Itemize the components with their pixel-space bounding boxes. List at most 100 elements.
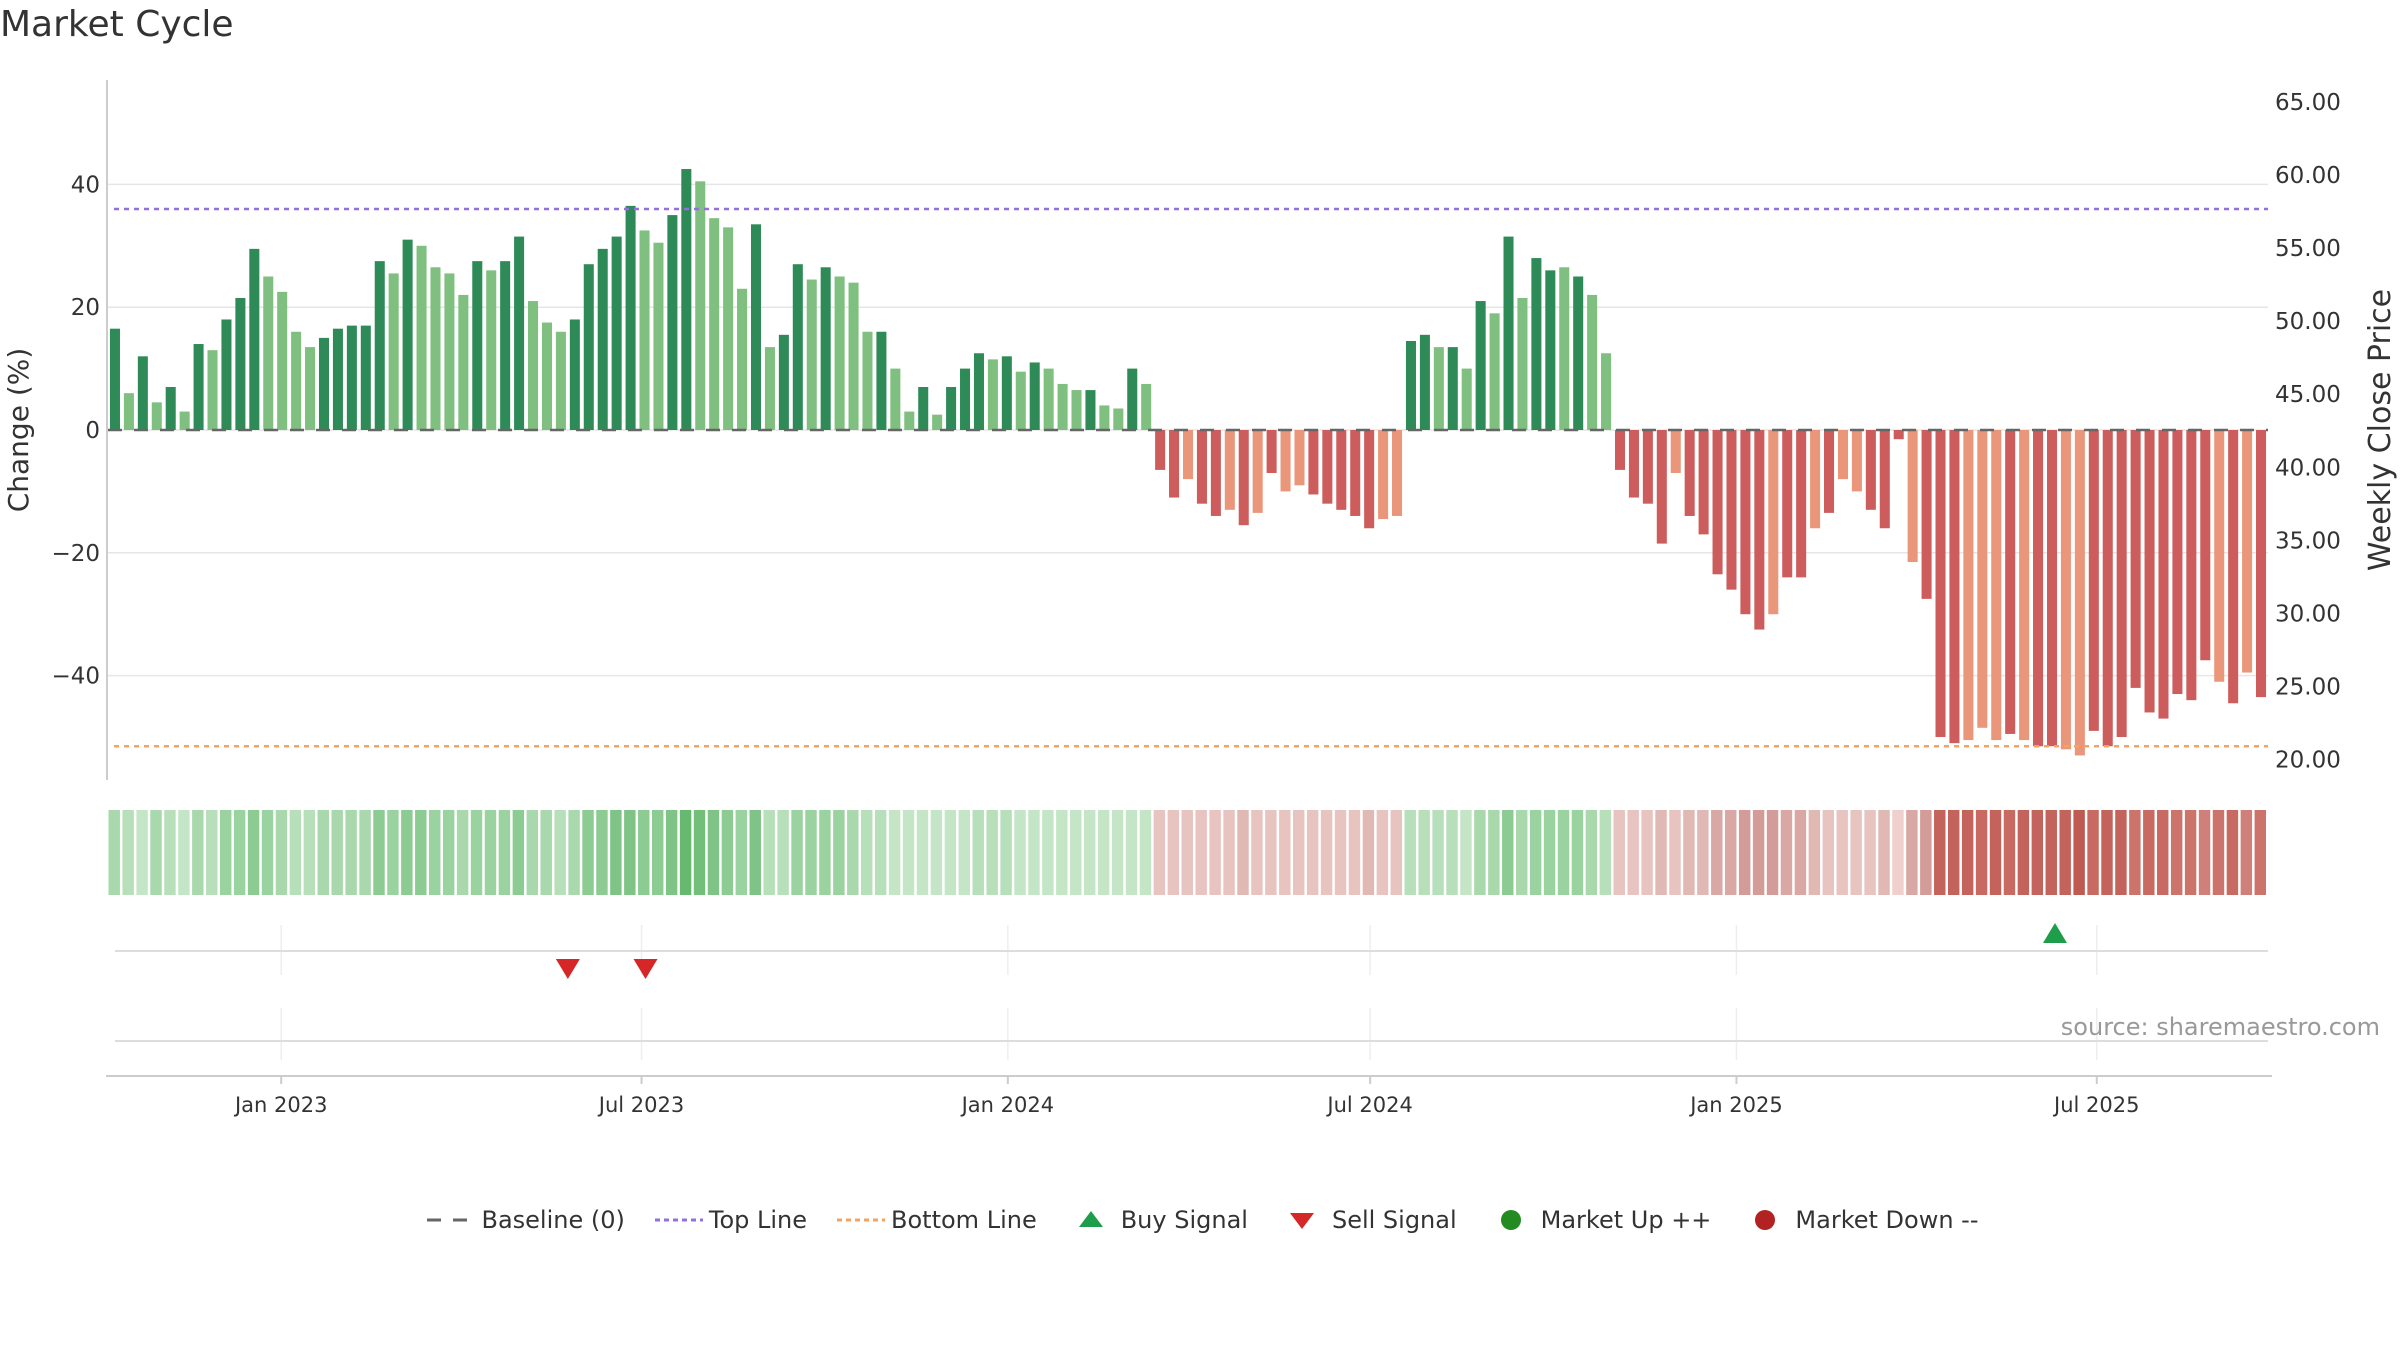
bar: [1907, 430, 1918, 563]
legend-symbol-icon: [1289, 1213, 1314, 1229]
x-tick-label: Jul 2024: [1325, 1093, 1412, 1117]
legend-item[interactable]: Top Line: [649, 1205, 807, 1235]
chart-title: Market Cycle: [0, 4, 234, 45]
heat-cell: [2184, 810, 2197, 895]
bar: [1071, 390, 1082, 430]
heat-cell: [1209, 810, 1221, 895]
bar: [1489, 313, 1500, 430]
bar: [514, 236, 525, 430]
legend-symbol-icon: [427, 1218, 476, 1222]
bar: [681, 169, 692, 430]
x-tick-label: Jan 2024: [960, 1093, 1055, 1117]
heat-cell: [1864, 810, 1876, 895]
bar: [277, 291, 288, 430]
legend-item[interactable]: Baseline (0): [421, 1205, 625, 1235]
bar: [2158, 430, 2169, 719]
bar: [249, 248, 260, 430]
bar: [932, 414, 943, 430]
legend-item[interactable]: Sell Signal: [1272, 1205, 1457, 1235]
heat-cell: [1738, 810, 1751, 895]
bar: [750, 224, 762, 430]
heat-cell: [735, 810, 748, 895]
bar: [820, 267, 831, 430]
bar: [291, 331, 302, 430]
bar: [2060, 430, 2071, 750]
bar: [402, 239, 413, 430]
bar: [848, 282, 859, 430]
heat-cell: [749, 810, 761, 895]
bar: [235, 297, 246, 430]
heat-cell: [1320, 810, 1333, 895]
heat-cell: [456, 810, 469, 895]
heat-cell: [2212, 810, 2225, 895]
sell-signal-marker: [555, 959, 580, 979]
heat-cell: [442, 810, 455, 895]
bar: [973, 353, 984, 430]
legend-item[interactable]: Market Down --: [1735, 1205, 1979, 1235]
heat-cell: [1111, 810, 1124, 895]
heat-cell: [819, 810, 831, 895]
bar: [1085, 390, 1096, 430]
bar: [1977, 430, 1988, 728]
x-tick-label: Jan 2023: [233, 1093, 328, 1117]
heat-cell: [1850, 810, 1862, 895]
heat-cell: [1725, 810, 1737, 895]
heat-cell: [1878, 810, 1890, 895]
heat-cell: [1780, 810, 1793, 895]
heat-cell: [874, 810, 887, 895]
heat-cell: [1265, 810, 1277, 895]
heat-cell: [1599, 810, 1612, 895]
heat-cell: [150, 810, 162, 895]
bar: [458, 294, 469, 430]
heat-cell: [2017, 810, 2030, 895]
heat-cell: [1306, 810, 1319, 895]
heat-cell: [1766, 810, 1779, 895]
heat-cell: [1934, 810, 1946, 895]
heat-cell: [1808, 810, 1821, 895]
heat-cell: [2129, 810, 2141, 895]
heat-cell: [2143, 810, 2155, 895]
legend-symbol-icon: [1078, 1211, 1103, 1227]
heat-cell: [289, 810, 302, 895]
heat-cell: [1195, 810, 1207, 895]
bar: [723, 227, 734, 430]
bar: [1364, 430, 1375, 529]
y-right-tick-label: 40.00: [2275, 455, 2341, 481]
bar: [1266, 430, 1277, 473]
bar: [374, 261, 385, 430]
bar: [1405, 340, 1416, 430]
legend-symbol-icon: [654, 1218, 703, 1222]
bar: [207, 350, 218, 430]
heat-cell: [178, 810, 190, 895]
heat-cell: [1070, 810, 1082, 895]
heat-cell: [902, 810, 915, 895]
bar: [1447, 347, 1458, 430]
bar: [1294, 430, 1305, 486]
y-right-tick-label: 20.00: [2275, 748, 2341, 774]
heat-cell: [1042, 810, 1054, 895]
bar: [1196, 430, 1207, 504]
bar: [1475, 301, 1486, 430]
bar: [1935, 430, 1946, 738]
heat-cell: [1571, 810, 1584, 895]
bar: [193, 344, 204, 430]
bar: [1001, 356, 1012, 430]
bar: [1280, 430, 1291, 492]
bar: [2228, 430, 2239, 704]
heat-cell: [2198, 810, 2211, 895]
heat-cell: [554, 810, 566, 895]
legend-item[interactable]: Market Up ++: [1481, 1205, 1711, 1235]
legend-item[interactable]: Bottom Line: [831, 1205, 1037, 1235]
heat-cell: [1418, 810, 1430, 895]
heat-cell: [484, 810, 497, 895]
bar: [1782, 430, 1793, 578]
heat-cell: [2240, 810, 2253, 895]
heat-cell: [2157, 810, 2169, 895]
heat-cell: [679, 810, 692, 895]
heat-cell: [1390, 810, 1402, 895]
heat-cell: [1752, 810, 1765, 895]
bar: [472, 261, 483, 430]
legend-item[interactable]: Buy Signal: [1061, 1205, 1248, 1235]
y-right-tick-label: 50.00: [2275, 309, 2341, 335]
